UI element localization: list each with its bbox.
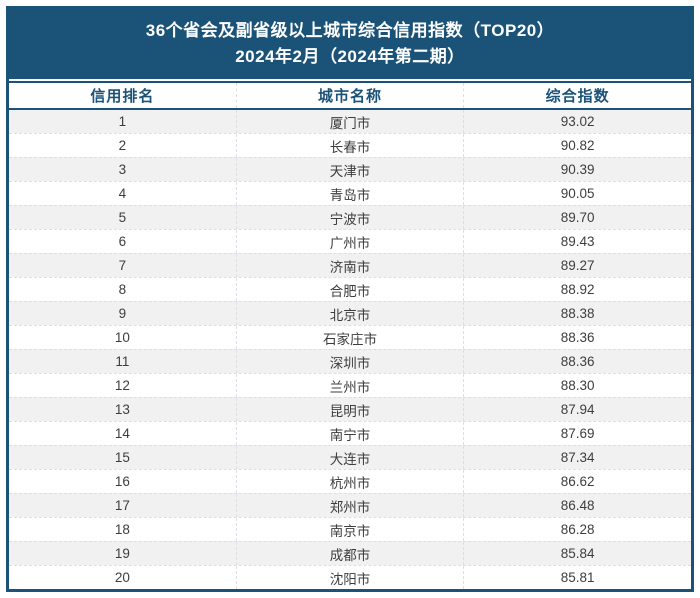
index-cell: 85.81 (463, 566, 691, 589)
index-cell: 86.62 (463, 470, 691, 493)
city-cell: 天津市 (235, 158, 464, 181)
table-row: 7 济南市 89.27 (9, 253, 691, 277)
report-title-band: 36个省会及副省级以上城市综合信用指数（TOP20） 2024年2月（2024年… (9, 9, 691, 79)
city-cell: 合肥市 (235, 278, 464, 301)
rank-cell: 5 (118, 210, 127, 225)
index-cell: 87.94 (463, 398, 691, 421)
rank-cell: 9 (118, 306, 127, 321)
city-cell: 杭州市 (235, 470, 464, 493)
index-cell: 89.27 (463, 254, 691, 277)
rank-cell: 18 (114, 522, 130, 537)
table-row: 12 兰州市 88.30 (9, 373, 691, 397)
rank-cell: 1 (118, 114, 127, 129)
city-cell: 沈阳市 (235, 566, 464, 589)
table-row: 6 广州市 89.43 (9, 229, 691, 253)
index-cell: 88.92 (463, 278, 691, 301)
rank-cell: 2 (118, 138, 127, 153)
city-cell: 深圳市 (235, 350, 464, 373)
table-row: 9 北京市 88.38 (9, 301, 691, 325)
table-row: 16 杭州市 86.62 (9, 469, 691, 493)
rank-cell: 17 (114, 498, 130, 513)
city-cell: 郑州市 (235, 494, 464, 517)
column-header-index: 综合指数 (463, 83, 691, 108)
index-cell: 88.38 (463, 302, 691, 325)
report-title-line2: 2024年2月（2024年第二期） (235, 47, 465, 66)
city-cell: 大连市 (235, 446, 464, 469)
table-row: 17 郑州市 86.48 (9, 493, 691, 517)
city-cell: 成都市 (235, 542, 464, 565)
credit-index-report-table: 36个省会及副省级以上城市综合信用指数（TOP20） 2024年2月（2024年… (6, 6, 694, 592)
city-cell: 青岛市 (235, 182, 464, 205)
table-body: 1 厦门市 93.02 2 长春市 90.82 3 天津市 90.39 4 青岛… (9, 110, 691, 589)
index-cell: 87.69 (463, 422, 691, 445)
index-cell: 90.39 (463, 158, 691, 181)
city-cell: 长春市 (235, 134, 464, 157)
rank-cell: 7 (118, 258, 127, 273)
rank-cell: 15 (114, 450, 130, 465)
city-cell: 南宁市 (235, 422, 464, 445)
index-cell: 89.70 (463, 206, 691, 229)
table-row: 19 成都市 85.84 (9, 541, 691, 565)
table-row: 13 昆明市 87.94 (9, 397, 691, 421)
rank-cell: 16 (114, 474, 130, 489)
table-row: 10 石家庄市 88.36 (9, 325, 691, 349)
rank-cell: 14 (114, 426, 130, 441)
table-row: 18 南京市 86.28 (9, 517, 691, 541)
index-cell: 88.30 (463, 374, 691, 397)
index-cell: 88.36 (463, 326, 691, 349)
rank-cell: 20 (114, 570, 130, 585)
table-row: 5 宁波市 89.70 (9, 205, 691, 229)
rank-cell: 13 (114, 402, 130, 417)
index-cell: 86.48 (463, 494, 691, 517)
column-header-rank: 信用排名 (90, 88, 155, 105)
index-cell: 90.05 (463, 182, 691, 205)
city-cell: 宁波市 (235, 206, 464, 229)
city-cell: 济南市 (235, 254, 464, 277)
city-cell: 石家庄市 (235, 326, 464, 349)
index-cell: 89.43 (463, 230, 691, 253)
index-cell: 86.28 (463, 518, 691, 541)
report-title-line1: 36个省会及副省级以上城市综合信用指数（TOP20） (145, 21, 555, 40)
city-cell: 昆明市 (235, 398, 464, 421)
rank-cell: 10 (114, 330, 130, 345)
city-cell: 南京市 (235, 518, 464, 541)
city-cell: 北京市 (235, 302, 464, 325)
table-row: 14 南宁市 87.69 (9, 421, 691, 445)
table-row: 11 深圳市 88.36 (9, 349, 691, 373)
title-divider (9, 79, 691, 81)
column-header-city: 城市名称 (235, 83, 464, 108)
rank-cell: 3 (118, 162, 127, 177)
table-row: 1 厦门市 93.02 (9, 110, 691, 133)
rank-cell: 12 (114, 378, 130, 393)
table-row: 20 沈阳市 85.81 (9, 565, 691, 589)
rank-cell: 19 (114, 546, 130, 561)
table-row: 8 合肥市 88.92 (9, 277, 691, 301)
table-row: 2 长春市 90.82 (9, 133, 691, 157)
table-row: 15 大连市 87.34 (9, 445, 691, 469)
index-cell: 93.02 (463, 110, 691, 133)
rank-cell: 6 (118, 234, 127, 249)
index-cell: 88.36 (463, 350, 691, 373)
city-cell: 兰州市 (235, 374, 464, 397)
index-cell: 90.82 (463, 134, 691, 157)
table-row: 4 青岛市 90.05 (9, 181, 691, 205)
rank-cell: 8 (118, 282, 127, 297)
rank-cell: 4 (118, 186, 127, 201)
index-cell: 87.34 (463, 446, 691, 469)
city-cell: 厦门市 (235, 110, 464, 133)
index-cell: 85.84 (463, 542, 691, 565)
table-header-row: 信用排名 城市名称 综合指数 (9, 81, 691, 110)
city-cell: 广州市 (235, 230, 464, 253)
rank-cell: 11 (115, 354, 130, 369)
table-row: 3 天津市 90.39 (9, 157, 691, 181)
